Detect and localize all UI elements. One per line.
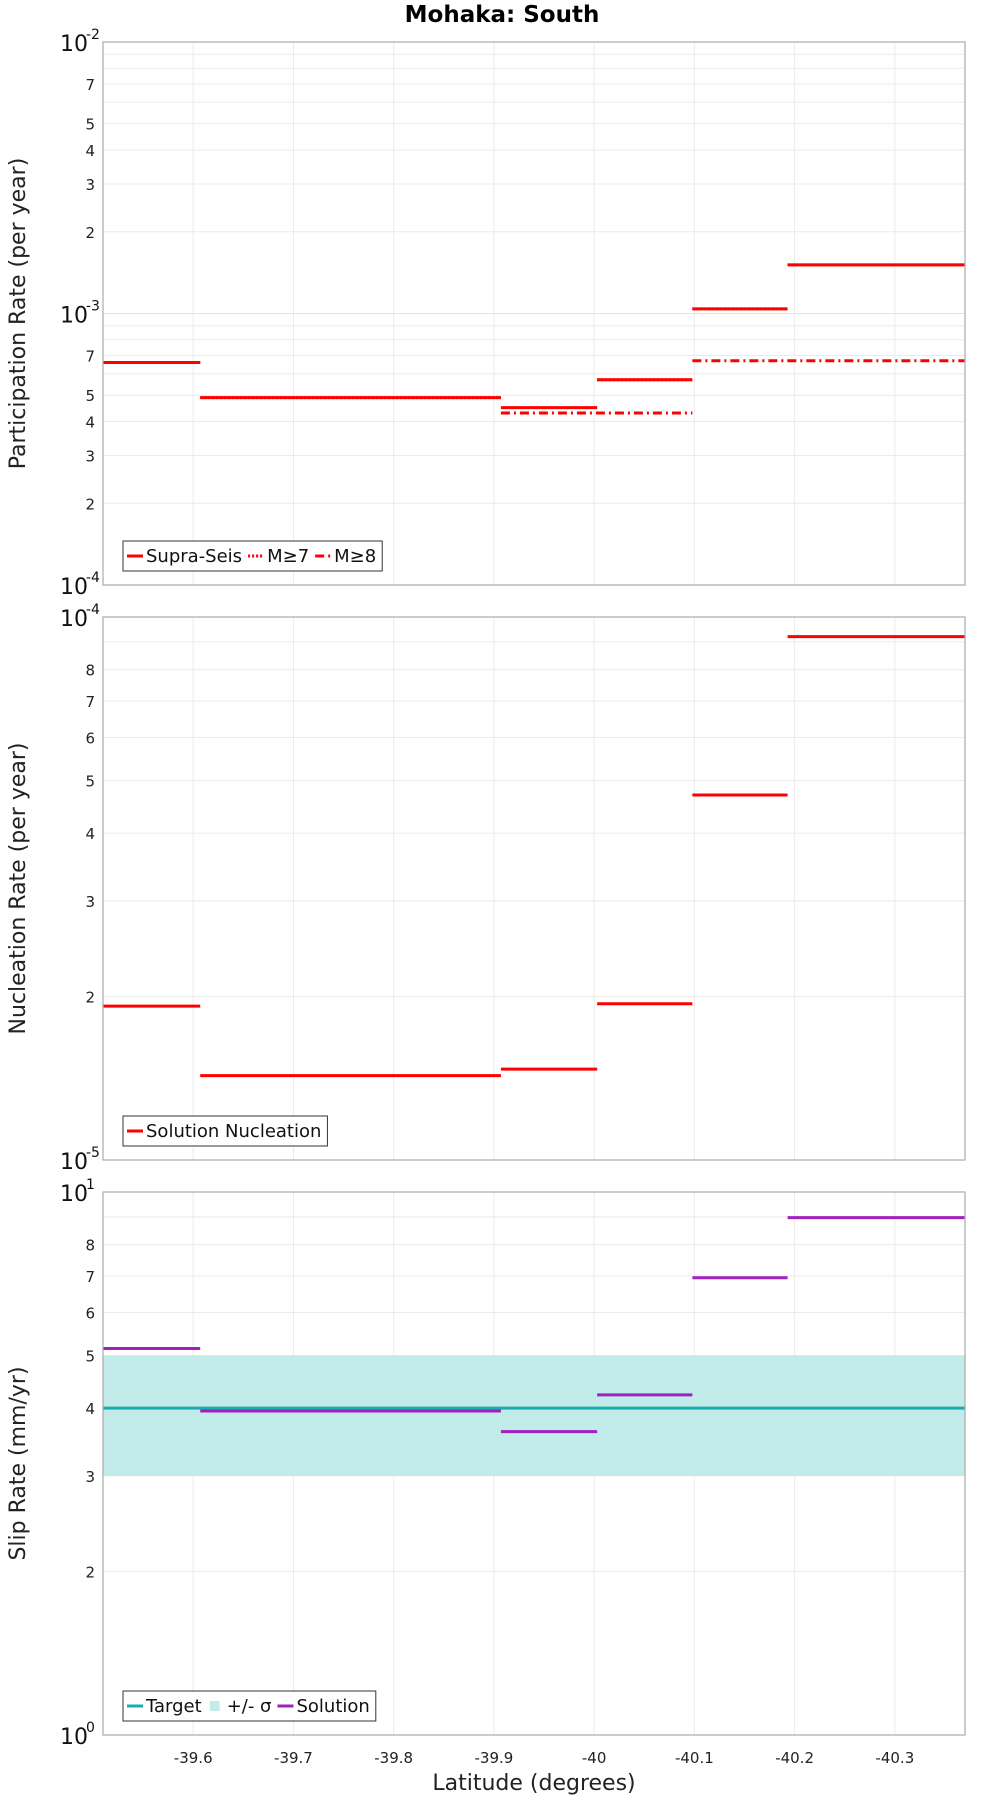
x-axis-label: Latitude (degrees) [432, 1771, 635, 1796]
x-tick-label: -39.6 [174, 1749, 213, 1767]
y-tick-label: 3 [85, 893, 95, 911]
x-tick-label: -40.1 [675, 1749, 714, 1767]
y-tick-label: 2 [85, 1564, 95, 1582]
y-decade-base: 10 [60, 304, 88, 329]
y-tick-label: 7 [85, 348, 95, 366]
y-axis-label: Nucleation Rate (per year) [6, 743, 31, 1035]
y-decade-exponent: -2 [86, 27, 100, 43]
y-decade-exponent: -5 [86, 1145, 100, 1161]
y-tick-label: 5 [85, 1347, 95, 1365]
y-tick-label: 3 [85, 1468, 95, 1486]
x-tick-label: -39.7 [274, 1749, 313, 1767]
y-decade-exponent: -4 [86, 570, 100, 586]
y-tick-label: 4 [85, 142, 95, 160]
plot-frame [102, 1191, 966, 1736]
chart-title: Mohaka: South [405, 2, 600, 28]
legend: Supra-Seis M≥7 M≥8 [122, 540, 383, 572]
y-decade-exponent: -3 [86, 299, 100, 315]
legend-label: Solution Nucleation [146, 1121, 321, 1142]
legend-label: M≥7 [267, 546, 309, 567]
legend-label: Supra-Seis [146, 546, 242, 567]
y-tick-label: 4 [85, 414, 95, 432]
y-tick-label: 3 [85, 176, 95, 194]
x-tick-label: -40 [582, 1749, 607, 1767]
y-tick-label: 2 [85, 224, 95, 242]
legend-box [122, 1690, 377, 1722]
y-axis-label: Participation Rate (per year) [6, 158, 31, 470]
y-decade-exponent: 1 [86, 1177, 95, 1193]
y-tick-label: 5 [85, 116, 95, 134]
legend-box [122, 1115, 328, 1147]
y-tick-label: 7 [85, 1268, 95, 1286]
legend-label: +/- σ [227, 1696, 272, 1717]
y-tick-label: 4 [85, 825, 95, 843]
legend: Solution Nucleation [122, 1115, 328, 1147]
legend-label: Target [145, 1696, 202, 1717]
x-tick-label: -39.9 [475, 1749, 514, 1767]
y-tick-label: 6 [85, 729, 95, 747]
y-tick-label: 7 [85, 693, 95, 711]
y-tick-label: 7 [85, 76, 95, 94]
y-tick-label: 4 [85, 1400, 95, 1418]
legend-label: Solution [296, 1696, 369, 1717]
legend-label: M≥8 [334, 546, 376, 567]
y-tick-label: 2 [85, 989, 95, 1007]
y-decade-exponent: 0 [86, 1720, 95, 1736]
x-tick-label: -39.8 [374, 1749, 413, 1767]
y-tick-label: 8 [85, 1237, 95, 1255]
y-tick-label: 3 [85, 447, 95, 465]
legend: Target +/- σ Solution [122, 1690, 377, 1722]
y-tick-label: 5 [85, 387, 95, 405]
y-decade-base: 10 [60, 575, 88, 600]
plot-frame [102, 616, 966, 1161]
plot-frame [102, 41, 966, 586]
sigma-band [103, 1355, 965, 1476]
y-decade-base: 10 [60, 1182, 88, 1207]
x-tick-label: -40.2 [775, 1749, 814, 1767]
legend-swatch [209, 1701, 220, 1711]
y-tick-label: 8 [85, 662, 95, 680]
y-tick-label: 5 [85, 772, 95, 790]
y-tick-label: 6 [85, 1304, 95, 1322]
y-axis-label: Slip Rate (mm/yr) [6, 1366, 31, 1560]
x-tick-label: -40.3 [875, 1749, 914, 1767]
y-decade-base: 10 [60, 607, 88, 632]
y-tick-label: 2 [85, 495, 95, 513]
plot-area [103, 617, 965, 1160]
y-decade-base: 10 [60, 32, 88, 57]
y-decade-exponent: -4 [86, 602, 100, 618]
y-decade-base: 10 [60, 1725, 88, 1750]
y-decade-base: 10 [60, 1150, 88, 1175]
